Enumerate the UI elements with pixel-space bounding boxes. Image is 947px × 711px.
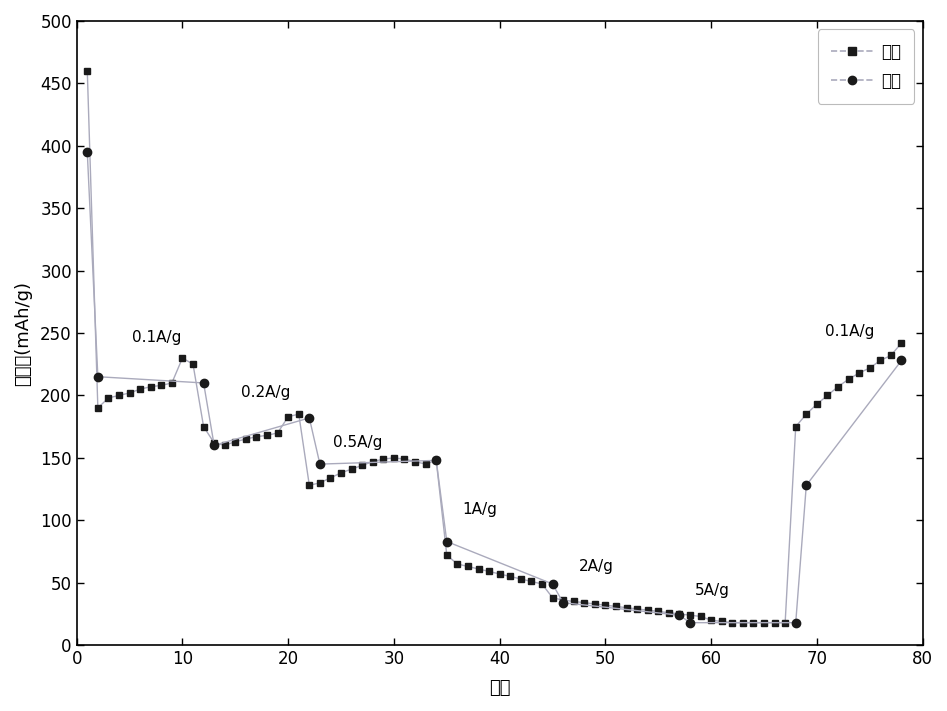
放电	[663, 609, 674, 617]
充电	[685, 619, 696, 627]
充电	[304, 414, 315, 422]
放电	[896, 338, 907, 347]
充电	[673, 611, 685, 619]
Text: 0.2A/g: 0.2A/g	[241, 385, 290, 400]
Y-axis label: 比容量(mAh/g): 比容量(mAh/g)	[14, 281, 32, 385]
充电	[92, 373, 103, 381]
放电	[431, 456, 442, 464]
充电	[441, 538, 453, 546]
充电	[314, 460, 326, 469]
充电	[546, 579, 558, 588]
充电	[81, 148, 93, 156]
Line: 放电: 放电	[84, 68, 905, 626]
Legend: 放电, 充电: 放电, 充电	[817, 29, 914, 104]
充电	[431, 456, 442, 464]
充电	[896, 356, 907, 365]
Text: 0.1A/g: 0.1A/g	[132, 331, 181, 346]
放电	[81, 67, 93, 75]
放电	[726, 619, 738, 627]
Line: 充电: 充电	[83, 148, 905, 627]
充电	[800, 481, 812, 490]
Text: 0.5A/g: 0.5A/g	[332, 435, 382, 450]
Text: 2A/g: 2A/g	[579, 559, 614, 574]
充电	[208, 441, 220, 449]
放电	[494, 570, 506, 578]
放电	[219, 441, 230, 449]
Text: 5A/g: 5A/g	[695, 583, 730, 598]
充电	[558, 599, 569, 607]
Text: 1A/g: 1A/g	[463, 501, 497, 517]
充电	[790, 619, 801, 627]
充电	[198, 379, 209, 387]
放电	[346, 465, 357, 474]
X-axis label: 次数: 次数	[489, 679, 510, 697]
Text: 0.1A/g: 0.1A/g	[826, 324, 875, 339]
放电	[134, 385, 146, 393]
